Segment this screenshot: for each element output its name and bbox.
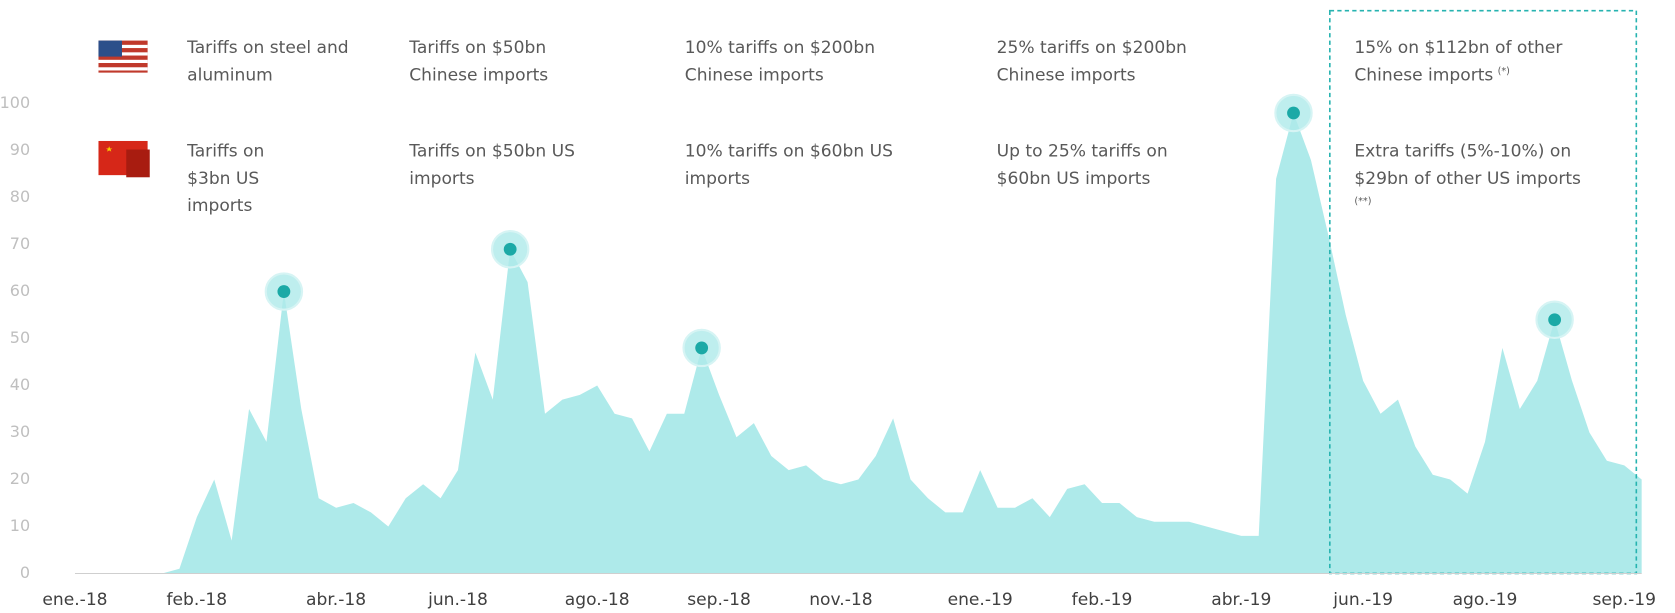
y-tick-label: 60: [10, 281, 30, 300]
us-flag: [98, 40, 148, 73]
annotation-us: aluminum: [187, 65, 273, 85]
x-tick-label: feb.-18: [166, 590, 227, 610]
x-tick-label: ago.-18: [565, 590, 630, 610]
marker: [503, 242, 517, 256]
annotation-us: Chinese imports: [1354, 65, 1493, 85]
annotation-china: Extra tariffs (5%-10%) on: [1354, 142, 1571, 162]
annotation-us: 25% tariffs on $200bn: [997, 38, 1187, 58]
annotation-note: (**): [1354, 196, 1371, 207]
annotation-us: Tariffs on steel and: [186, 38, 349, 58]
marker: [695, 341, 709, 355]
china-flag: [98, 140, 150, 178]
y-tick-label: 50: [10, 328, 30, 347]
y-tick-label: 40: [10, 375, 30, 394]
x-tick-label: abr.-19: [1211, 590, 1271, 610]
y-tick-label: 80: [10, 187, 30, 206]
marker: [1548, 313, 1562, 327]
annotation-china: Up to 25% tariffs on: [997, 142, 1168, 162]
y-tick-label: 10: [10, 516, 30, 535]
annotation-china: imports: [685, 169, 750, 189]
annotation-china: $3bn US: [187, 169, 259, 189]
annotation-china: $29bn of other US imports: [1354, 169, 1581, 189]
x-tick-label: jun.-19: [1332, 590, 1393, 610]
annotation-china: imports: [187, 196, 252, 216]
annotation-us: Chinese imports: [409, 65, 548, 85]
x-tick-label: ene.-19: [948, 590, 1013, 610]
x-tick-label: ago.-19: [1453, 590, 1518, 610]
annotation-us: Tariffs on $50bn: [408, 38, 546, 58]
annotation-us: 15% on $112bn of other: [1354, 38, 1563, 58]
x-tick-label: sep.-19: [1592, 590, 1656, 610]
y-tick-label: 100: [0, 93, 30, 112]
annotation-china: $60bn US imports: [997, 169, 1151, 189]
x-tick-label: sep.-18: [687, 590, 751, 610]
annotation-us: Chinese imports: [685, 65, 824, 85]
x-tick-label: abr.-18: [306, 590, 366, 610]
marker: [1287, 106, 1300, 120]
y-tick-label: 30: [10, 422, 30, 441]
x-tick-label: jun.-18: [427, 590, 488, 610]
annotation-china: 10% tariffs on $60bn US: [685, 142, 893, 162]
x-tick-label: feb.-19: [1072, 590, 1133, 610]
y-tick-label: 90: [10, 140, 30, 159]
x-tick-label: nov.-18: [809, 590, 872, 610]
annotation-china: imports: [409, 169, 474, 189]
marker: [277, 285, 291, 298]
y-tick-label: 70: [10, 234, 30, 253]
annotation-china: Tariffs on: [186, 142, 264, 162]
area: [74, 112, 1642, 574]
highlight-box: [1329, 9, 1638, 575]
annotation-us: Chinese imports: [997, 65, 1136, 85]
y-tick-label: 0: [20, 563, 30, 582]
annotation-note: (*): [1498, 66, 1510, 77]
annotation-china: Tariffs on $50bn US: [408, 142, 575, 162]
y-tick-label: 20: [10, 469, 30, 488]
x-tick-label: ene.-18: [42, 590, 107, 610]
annotation-us: 10% tariffs on $200bn: [685, 38, 875, 58]
